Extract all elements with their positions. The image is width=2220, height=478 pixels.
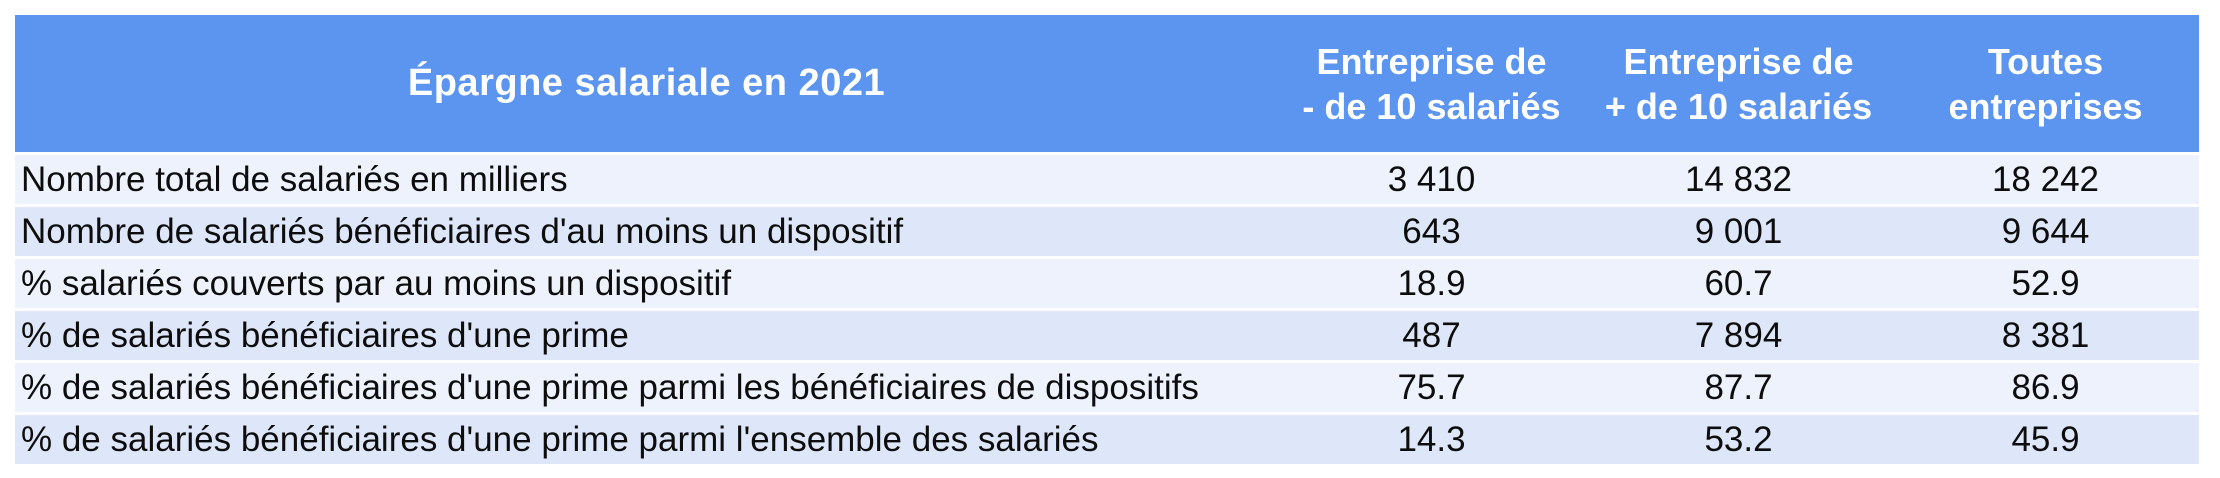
column-header-small-companies-label: Entreprise de - de 10 salariés xyxy=(1302,40,1561,127)
cell-value: 18 242 xyxy=(1892,152,2199,204)
cell-value: 87.7 xyxy=(1585,360,1892,412)
column-header-small-companies: Entreprise de - de 10 salariés xyxy=(1278,15,1585,152)
column-header-large-companies-label: Entreprise de + de 10 salariés xyxy=(1604,40,1873,127)
cell-value: 7 894 xyxy=(1585,308,1892,360)
table-row: Nombre de salariés bénéficiaires d'au mo… xyxy=(15,204,2199,256)
cell-value: 9 644 xyxy=(1892,204,2199,256)
column-header-large-companies: Entreprise de + de 10 salariés xyxy=(1585,15,1892,152)
cell-value: 18.9 xyxy=(1278,256,1585,308)
table-header: Épargne salariale en 2021 Entreprise de … xyxy=(15,15,2199,152)
cell-value: 86.9 xyxy=(1892,360,2199,412)
cell-value: 487 xyxy=(1278,308,1585,360)
table-body: Nombre total de salariés en milliers 3 4… xyxy=(15,152,2199,464)
row-label: % salariés couverts par au moins un disp… xyxy=(15,256,1278,308)
column-header-all-companies: Toutes entreprises xyxy=(1892,15,2199,152)
row-label: Nombre de salariés bénéficiaires d'au mo… xyxy=(15,204,1278,256)
table-title: Épargne salariale en 2021 xyxy=(15,15,1278,152)
table-row: % de salariés bénéficiaires d'une prime … xyxy=(15,308,2199,360)
cell-value: 14.3 xyxy=(1278,412,1585,464)
row-label: Nombre total de salariés en milliers xyxy=(15,152,1278,204)
cell-value: 14 832 xyxy=(1585,152,1892,204)
cell-value: 3 410 xyxy=(1278,152,1585,204)
header-row: Épargne salariale en 2021 Entreprise de … xyxy=(15,15,2199,152)
cell-value: 60.7 xyxy=(1585,256,1892,308)
cell-value: 45.9 xyxy=(1892,412,2199,464)
row-label: % de salariés bénéficiaires d'une prime … xyxy=(15,412,1278,464)
cell-value: 9 001 xyxy=(1585,204,1892,256)
table-row: % salariés couverts par au moins un disp… xyxy=(15,256,2199,308)
cell-value: 75.7 xyxy=(1278,360,1585,412)
table-row: % de salariés bénéficiaires d'une prime … xyxy=(15,412,2199,464)
cell-value: 643 xyxy=(1278,204,1585,256)
row-label: % de salariés bénéficiaires d'une prime xyxy=(15,308,1278,360)
cell-value: 8 381 xyxy=(1892,308,2199,360)
row-label: % de salariés bénéficiaires d'une prime … xyxy=(15,360,1278,412)
table-row: % de salariés bénéficiaires d'une prime … xyxy=(15,360,2199,412)
epargne-salariale-table: Épargne salariale en 2021 Entreprise de … xyxy=(15,15,2199,464)
column-header-all-companies-label: Toutes entreprises xyxy=(1948,40,2143,127)
cell-value: 53.2 xyxy=(1585,412,1892,464)
table-row: Nombre total de salariés en milliers 3 4… xyxy=(15,152,2199,204)
cell-value: 52.9 xyxy=(1892,256,2199,308)
